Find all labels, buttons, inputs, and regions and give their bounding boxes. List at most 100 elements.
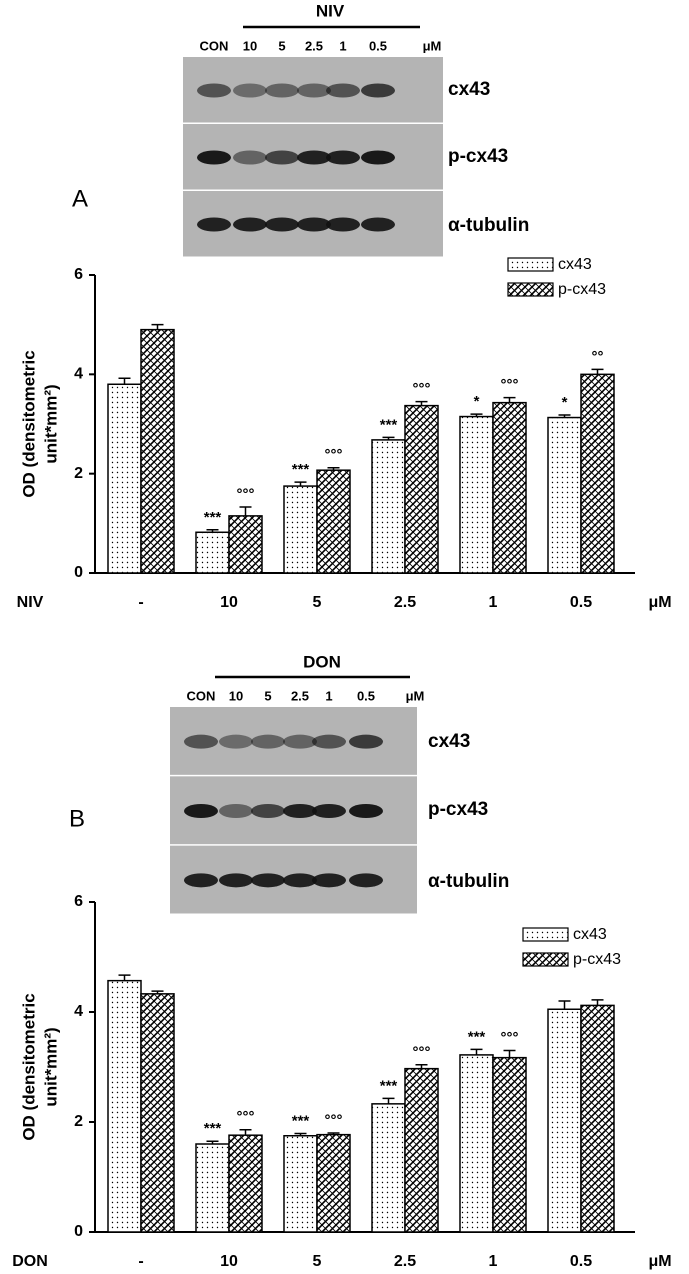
treatment-label: DON	[303, 652, 341, 671]
significance-label: °°°	[237, 486, 255, 503]
lane-label: CON	[187, 688, 216, 703]
bar	[580, 1004, 615, 1233]
significance-label: ***	[292, 461, 310, 478]
y-axis-label: OD (densitometric	[19, 993, 38, 1140]
legend-swatch	[507, 282, 554, 297]
blot-band	[326, 217, 360, 232]
panel-label: B	[69, 805, 85, 832]
error-bar	[382, 436, 395, 440]
blot-band	[184, 873, 218, 888]
error-bar	[415, 400, 428, 406]
blot-band	[297, 83, 331, 98]
blot-band	[265, 83, 299, 98]
significance-label: ***	[380, 416, 398, 433]
significance-label: °°°	[501, 1029, 519, 1046]
lane-label: 5	[278, 38, 285, 53]
x-tick-label: -	[138, 594, 143, 611]
lane-label: 1	[325, 688, 332, 703]
blot-band	[197, 83, 231, 98]
error-bar	[327, 466, 340, 471]
bar	[228, 515, 263, 574]
blot-band	[349, 734, 383, 749]
legend-label: p-cx43	[573, 951, 621, 968]
lane-label: 10	[243, 38, 257, 53]
blot-band	[265, 217, 299, 232]
bar	[547, 1008, 582, 1233]
y-tick-label: 6	[74, 266, 83, 283]
bar	[283, 1135, 318, 1233]
lane-label: 5	[264, 688, 271, 703]
lane-label: CON	[200, 38, 229, 53]
lane-label: 2.5	[291, 688, 309, 703]
x-tick-label: 10	[220, 1253, 238, 1270]
error-bar	[558, 1000, 571, 1010]
blot-band	[265, 150, 299, 165]
protein-label: p-cx43	[428, 799, 488, 820]
panel-label: A	[72, 185, 88, 212]
error-bar	[239, 506, 252, 516]
x-tick-label: 1	[489, 1253, 498, 1270]
bar	[371, 1103, 406, 1233]
bar	[371, 439, 406, 574]
blot-band	[219, 873, 253, 888]
treatment-label: NIV	[316, 1, 345, 20]
bar	[316, 1133, 351, 1233]
bar	[404, 404, 439, 574]
bar	[404, 1067, 439, 1233]
blot-band	[361, 83, 395, 98]
blot-band	[361, 150, 395, 165]
error-bar	[503, 396, 516, 403]
x-tick-label: 5	[313, 594, 322, 611]
blot-band	[233, 217, 267, 232]
x-tick-label: 5	[313, 1253, 322, 1270]
error-bar	[118, 377, 131, 385]
bar	[580, 373, 615, 574]
y-tick-label: 0	[74, 564, 83, 581]
significance-label: °°°	[237, 1109, 255, 1126]
x-tick-label: 1	[489, 594, 498, 611]
protein-label: cx43	[448, 79, 490, 100]
blot-band	[184, 734, 218, 749]
protein-label: α-tubulin	[448, 215, 529, 236]
legend-label: cx43	[573, 926, 607, 943]
significance-label: °°°	[501, 377, 519, 394]
legend-swatch	[522, 952, 569, 967]
legend-label: p-cx43	[558, 281, 606, 298]
error-bar	[118, 974, 131, 981]
bar	[107, 979, 142, 1233]
error-bar	[206, 1140, 219, 1144]
significance-label: °°°	[325, 447, 343, 464]
bar	[316, 469, 351, 574]
lane-label: 0.5	[357, 688, 375, 703]
x-axis-label: DON	[12, 1253, 48, 1270]
y-axis-label: OD (densitometric	[19, 350, 38, 497]
error-bar	[558, 414, 571, 418]
bar	[107, 383, 142, 574]
y-tick-label: 4	[74, 366, 83, 383]
blot-band	[233, 150, 267, 165]
legend-swatch	[522, 927, 569, 942]
blot-band	[312, 734, 346, 749]
error-bar	[470, 1048, 483, 1055]
legend-label: cx43	[558, 256, 592, 273]
x-tick-label: 0.5	[570, 594, 592, 611]
bar	[140, 328, 175, 574]
x-tick-label: 2.5	[394, 1253, 416, 1270]
bar	[547, 416, 582, 574]
blot-band	[251, 734, 285, 749]
x-tick-label: 2.5	[394, 594, 416, 611]
bar	[140, 993, 175, 1233]
x-tick-label: -	[138, 1253, 143, 1270]
lane-label: 1	[339, 38, 346, 53]
bar	[492, 1056, 527, 1233]
x-axis-label: NIV	[17, 594, 44, 611]
blot-band	[283, 873, 317, 888]
x-unit-label: μM	[648, 594, 671, 611]
blot-band	[312, 804, 346, 818]
y-tick-label: 0	[74, 1223, 83, 1240]
significance-label: °°°	[325, 1112, 343, 1129]
blot-band	[283, 804, 317, 818]
blot-band	[283, 734, 317, 749]
bar	[492, 401, 527, 574]
